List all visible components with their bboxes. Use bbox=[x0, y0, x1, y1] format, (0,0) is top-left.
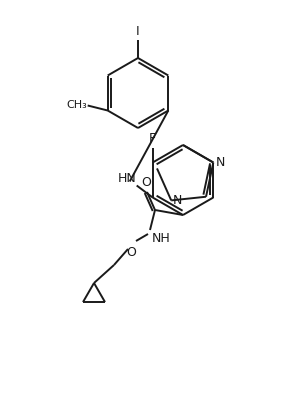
Text: CH₃: CH₃ bbox=[66, 100, 87, 109]
Text: NH: NH bbox=[152, 232, 171, 245]
Text: O: O bbox=[126, 246, 136, 259]
Text: N: N bbox=[173, 194, 183, 207]
Text: I: I bbox=[136, 25, 140, 38]
Text: F: F bbox=[149, 133, 156, 146]
Text: O: O bbox=[141, 176, 151, 189]
Text: HN: HN bbox=[118, 172, 137, 185]
Text: N: N bbox=[215, 156, 225, 169]
